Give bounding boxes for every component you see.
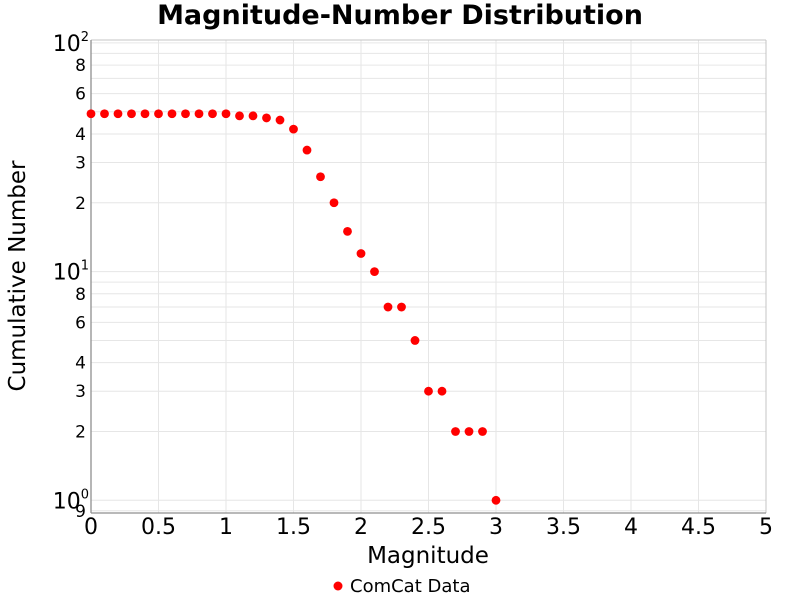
data-point — [100, 109, 109, 119]
data-point — [478, 427, 487, 436]
data-point — [248, 111, 258, 121]
data-point — [194, 109, 204, 119]
y-tick-label: 4 — [75, 354, 86, 374]
data-point — [302, 145, 312, 155]
data-point — [181, 109, 190, 119]
y-tick-label: 2 — [75, 422, 86, 442]
data-point — [289, 124, 298, 134]
data-point — [383, 302, 393, 312]
data-point — [86, 109, 96, 119]
x-tick-label: 0.5 — [141, 515, 176, 540]
legend-marker-icon — [333, 581, 343, 591]
x-axis-title: Magnitude — [367, 543, 489, 569]
data-point — [424, 386, 433, 396]
x-tick-label: 4.5 — [681, 515, 716, 540]
y-tick-label: 3 — [75, 382, 86, 402]
y-tick-label: 6 — [75, 313, 86, 333]
x-tick-label: 1 — [219, 515, 233, 540]
data-point — [397, 302, 406, 312]
x-tick-label: 1.5 — [276, 515, 311, 540]
data-point — [491, 495, 501, 505]
y-tick-label: 2 — [75, 194, 86, 214]
data-point — [329, 198, 339, 208]
y-tick-label-major: 100 — [53, 487, 89, 514]
y-tick-label: 8 — [75, 56, 86, 76]
x-tick-label: 3 — [489, 515, 503, 540]
x-tick-label: 3.5 — [546, 515, 581, 540]
data-point — [464, 427, 474, 436]
y-tick-label-major: 102 — [53, 30, 89, 57]
y-tick-label: 3 — [75, 154, 86, 174]
x-tick-label: 2 — [354, 515, 368, 540]
x-tick-label: 5 — [759, 515, 773, 540]
data-point — [370, 267, 379, 277]
y-tick-label: 8 — [75, 285, 86, 305]
data-point — [167, 109, 177, 119]
y-tick-label: 4 — [75, 125, 86, 145]
data-point — [437, 386, 447, 396]
legend: ComCat Data — [333, 576, 470, 597]
data-point — [127, 109, 136, 119]
x-axis-tick-labels: 0 0.5 1 1.5 2 2.5 3 3.5 4 4.5 5 — [84, 515, 773, 540]
data-point — [275, 115, 285, 125]
y-tick-label: 6 — [75, 85, 86, 105]
data-point — [316, 172, 325, 182]
data-point — [154, 109, 163, 119]
data-point — [343, 226, 352, 236]
data-point — [356, 249, 366, 258]
axis-lines — [90, 39, 767, 514]
data-point — [221, 109, 231, 119]
data-point — [451, 427, 460, 436]
data-point — [410, 336, 420, 345]
x-tick-label: 0 — [84, 515, 98, 540]
data-point — [262, 113, 271, 123]
data-point — [208, 109, 217, 119]
x-tick-label: 2.5 — [411, 515, 446, 540]
chart-title: Magnitude-Number Distribution — [157, 0, 643, 31]
y-tick-label: 9 — [75, 502, 86, 522]
legend-item-label: ComCat Data — [350, 576, 470, 597]
data-point — [235, 111, 244, 121]
gridlines — [90, 40, 767, 513]
y-tick-label-major: 101 — [53, 259, 89, 286]
data-point — [113, 109, 123, 119]
y-axis-title: Cumulative Number — [5, 160, 31, 392]
x-tick-label: 4 — [624, 515, 638, 540]
scatter-series-comcat — [86, 109, 501, 505]
data-point — [140, 109, 150, 119]
